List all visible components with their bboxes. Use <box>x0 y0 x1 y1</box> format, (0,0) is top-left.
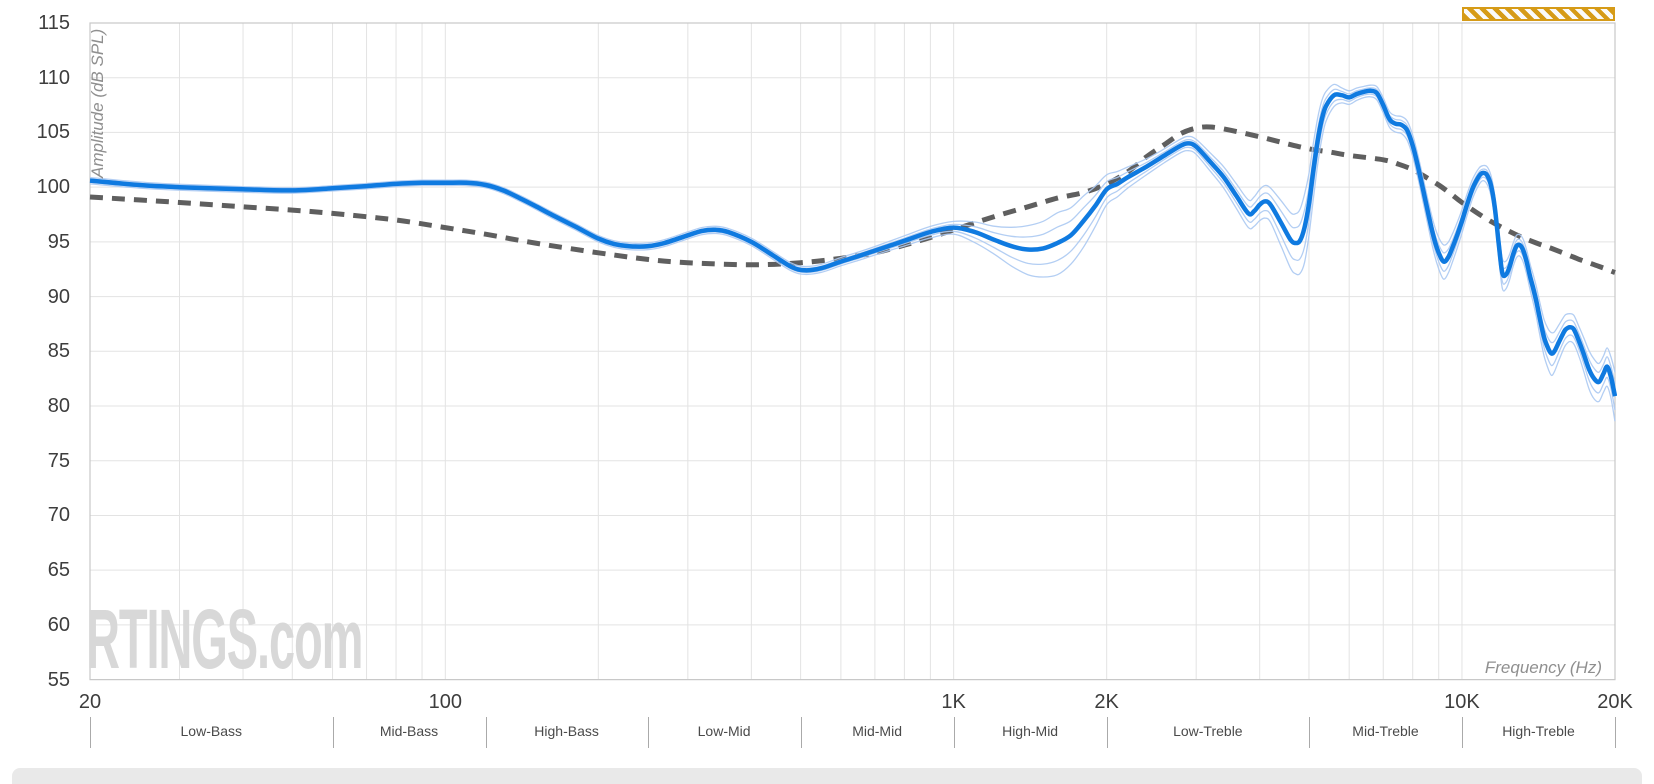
band-label-high-mid: High-Mid <box>1002 723 1059 739</box>
y-tick-label: 65 <box>47 559 70 582</box>
band-label-mid-treble: Mid-Treble <box>1352 723 1419 739</box>
y-tick-label: 105 <box>36 121 70 144</box>
band-separator <box>1462 717 1463 748</box>
y-tick-label: 70 <box>47 504 70 527</box>
y-axis-title: Amplitude (dB SPL) <box>88 28 107 178</box>
x-tick-label: 100 <box>428 691 462 713</box>
band-separator <box>1615 717 1616 748</box>
x-tick-label: 10K <box>1444 691 1480 713</box>
variation-trace <box>89 96 1616 422</box>
x-tick-label: 20K <box>1597 691 1633 713</box>
y-tick-label: 55 <box>47 668 70 691</box>
plot-border <box>89 22 1616 681</box>
band-label-mid-mid: Mid-Mid <box>852 723 902 739</box>
y-tick-label: 95 <box>47 230 70 253</box>
y-tick-label: 75 <box>47 449 70 472</box>
hatched-range-marker-icon <box>1461 7 1615 21</box>
x-tick-label: 1K <box>941 691 966 713</box>
band-label-high-treble: High-Treble <box>1502 723 1575 739</box>
rtings-watermark: RTINGS.com <box>86 592 363 686</box>
band-separator <box>953 717 955 748</box>
y-tick-label: 85 <box>47 340 70 363</box>
band-separator <box>332 717 334 748</box>
band-separator <box>1106 717 1108 748</box>
band-label-low-bass: Low-Bass <box>180 723 242 739</box>
plot-area[interactable] <box>90 23 1615 680</box>
y-tick-label: 115 <box>38 12 70 34</box>
band-separator <box>90 717 91 748</box>
x-tick-label: 2K <box>1094 691 1119 713</box>
target-curve <box>89 124 1616 275</box>
band-separator <box>1309 717 1310 748</box>
y-tick-label: 110 <box>38 66 70 89</box>
band-label-high-bass: High-Bass <box>534 723 599 739</box>
band-separator <box>800 717 802 748</box>
band-label-mid-bass: Mid-Bass <box>379 723 439 739</box>
measured-curve <box>89 88 1617 397</box>
y-tick-label: 60 <box>47 613 70 636</box>
x-axis-title: Frequency (Hz) <box>1484 658 1602 677</box>
band-separator <box>485 717 487 748</box>
variation-trace <box>89 83 1616 373</box>
y-tick-label: 100 <box>36 176 70 199</box>
band-label-low-treble: Low-Treble <box>1173 723 1243 739</box>
y-tick-label: 80 <box>47 395 70 418</box>
x-tick-label: 20 <box>78 691 102 713</box>
y-tick-label: 90 <box>47 285 70 308</box>
collapsed-section-bar <box>12 768 1642 784</box>
band-label-low-mid: Low-Mid <box>697 723 751 739</box>
band-separator <box>647 717 649 748</box>
